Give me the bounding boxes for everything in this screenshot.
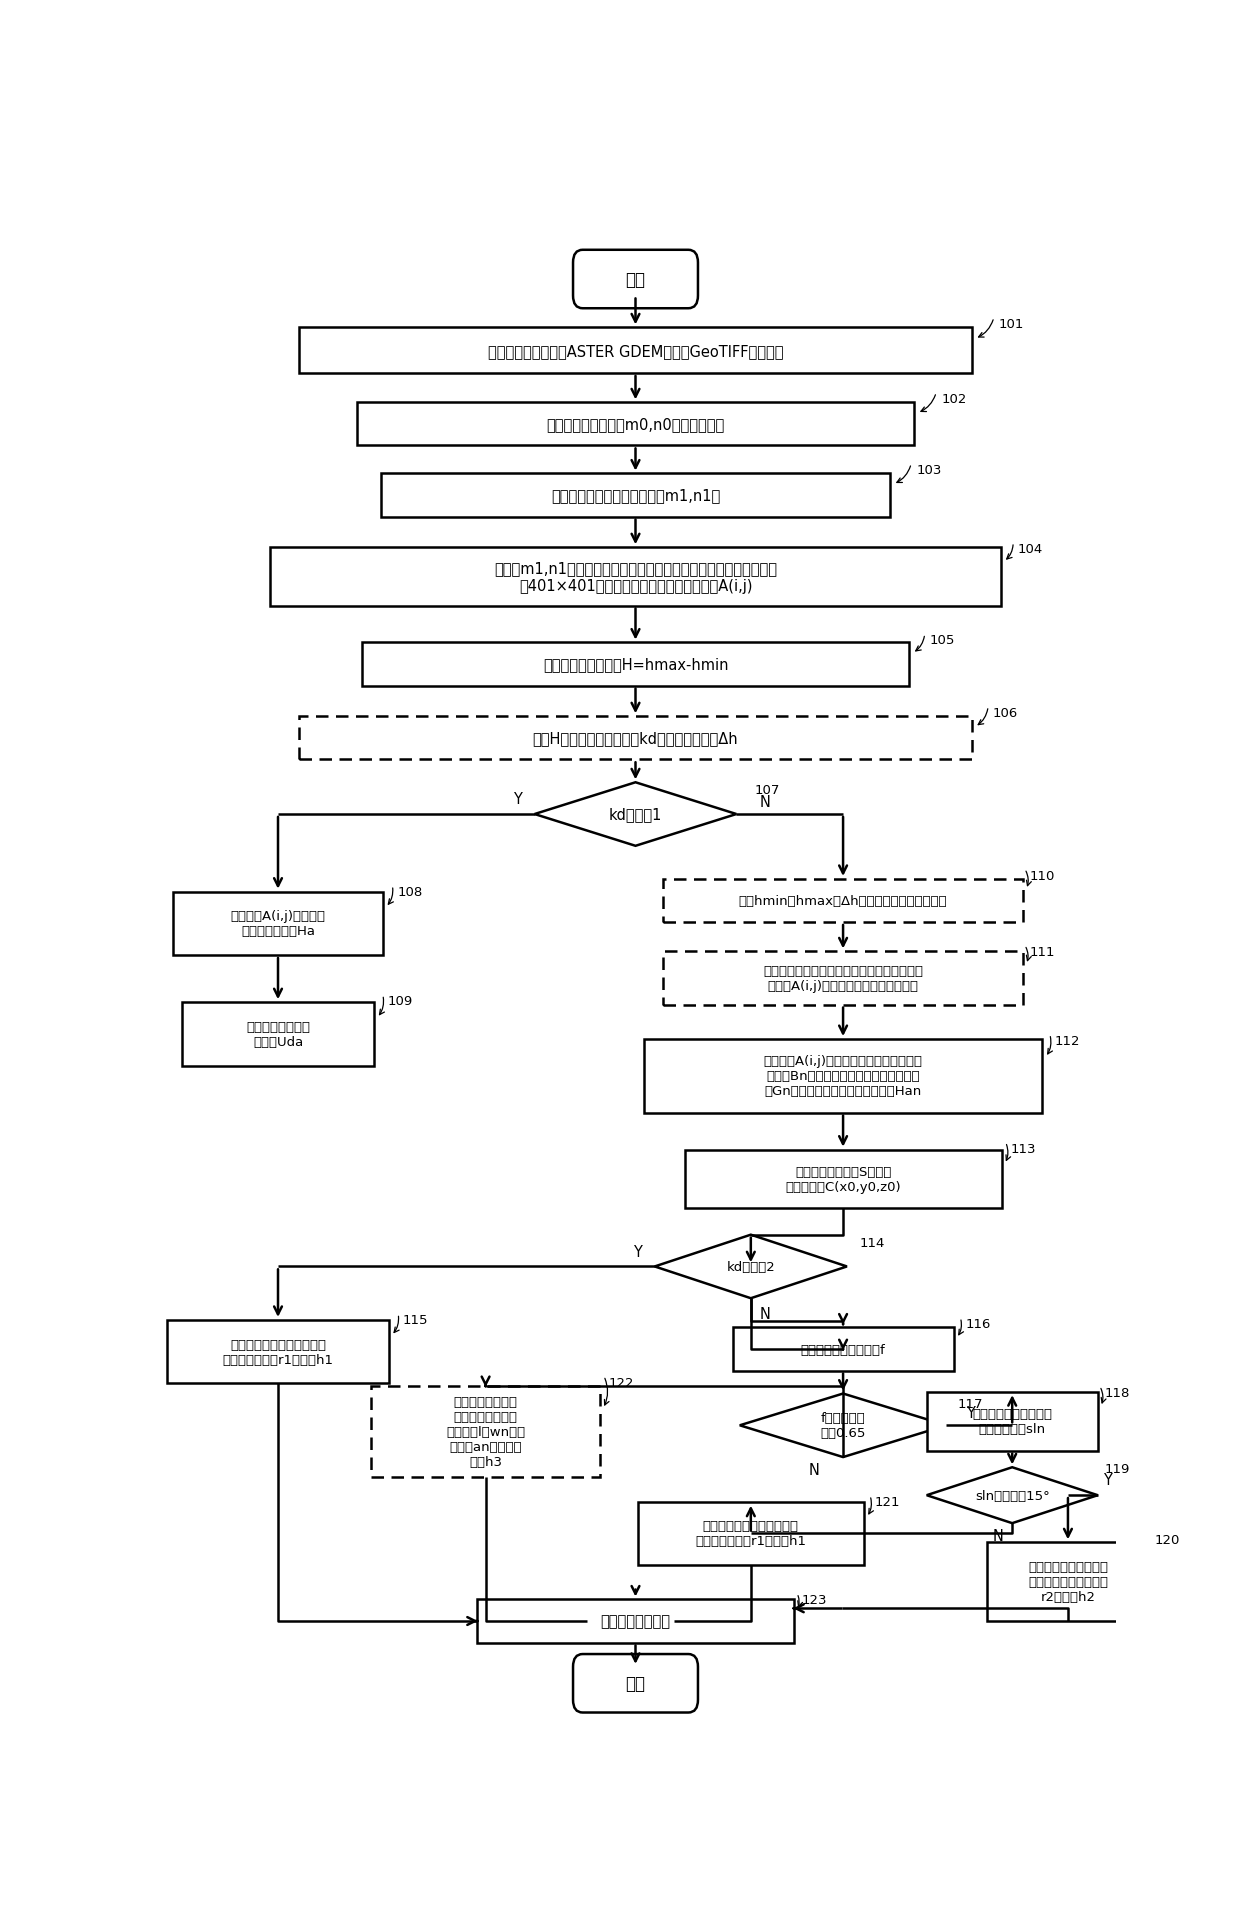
FancyBboxPatch shape: [167, 1320, 388, 1384]
Text: 108: 108: [397, 886, 423, 899]
FancyBboxPatch shape: [371, 1386, 600, 1478]
Polygon shape: [534, 784, 737, 847]
Text: 将山体地形简化为球冠，求
球冠底面圆半径r1和高度h1: 将山体地形简化为球冠，求 球冠底面圆半径r1和高度h1: [696, 1519, 806, 1548]
FancyBboxPatch shape: [477, 1600, 794, 1642]
FancyBboxPatch shape: [733, 1328, 954, 1370]
Text: Y: Y: [1102, 1473, 1112, 1488]
Text: 将丘陵地形简化为球冠，求
球冠底面圆半径r1和高度h1: 将丘陵地形简化为球冠，求 球冠底面圆半径r1和高度h1: [222, 1337, 334, 1366]
Text: 103: 103: [916, 463, 941, 477]
Text: 119: 119: [1105, 1463, 1130, 1475]
Text: N: N: [808, 1463, 820, 1478]
FancyBboxPatch shape: [644, 1040, 1043, 1114]
Text: 求地形底面的形状因子f: 求地形底面的形状因子f: [801, 1343, 885, 1357]
Text: 122: 122: [609, 1376, 634, 1390]
Text: 求地形底面边界围成区
域的平均坡度sln: 求地形底面边界围成区 域的平均坡度sln: [972, 1407, 1053, 1436]
FancyBboxPatch shape: [987, 1542, 1148, 1621]
Text: 遍历数组A(i,j)，求平原
地形的平均高程Ha: 遍历数组A(i,j)，求平原 地形的平均高程Ha: [231, 909, 326, 938]
Text: 将地形简化为梯形
山，求梯形体底面
矩形边长l和wn矩形
方向角an和梯形体
高度h3: 将地形简化为梯形 山，求梯形体底面 矩形边长l和wn矩形 方向角an和梯形体 高…: [446, 1395, 526, 1469]
Text: 设置参照点的位置（m0,n0）和观察方向: 设置参照点的位置（m0,n0）和观察方向: [547, 417, 724, 432]
FancyBboxPatch shape: [174, 892, 383, 955]
Text: sln是否大于15°: sln是否大于15°: [975, 1488, 1049, 1502]
Text: 确定待读取地形的起点坐标（m1,n1）: 确定待读取地形的起点坐标（m1,n1）: [551, 488, 720, 504]
Text: 117: 117: [957, 1397, 983, 1411]
Text: 计算地形的相对高度H=hmax-hmin: 计算地形的相对高度H=hmax-hmin: [543, 658, 728, 672]
Text: 遍历数组A(i,j)，求出地形底面边界的栅格
点总数Bn、地形底面边界包围的栅格点总
数Gn和地形最高区域的平均高程值Han: 遍历数组A(i,j)，求出地形底面边界的栅格 点总数Bn、地形底面边界包围的栅格…: [764, 1056, 923, 1098]
FancyBboxPatch shape: [182, 1002, 374, 1065]
Text: 开始: 开始: [625, 270, 646, 290]
Text: 104: 104: [1018, 542, 1043, 556]
Text: 120: 120: [1154, 1532, 1179, 1546]
Text: kd是否为1: kd是否为1: [609, 807, 662, 822]
FancyBboxPatch shape: [357, 403, 914, 446]
FancyBboxPatch shape: [684, 1150, 1002, 1208]
FancyBboxPatch shape: [362, 643, 909, 687]
Text: 根据H值确定地形类型参数kd和高程分层高度Δh: 根据H值确定地形类型参数kd和高程分层高度Δh: [533, 731, 738, 745]
Text: 121: 121: [874, 1496, 900, 1507]
FancyBboxPatch shape: [663, 880, 1023, 923]
Text: 求地形底面的面积S、地形
底面的中心C(x0,y0,z0): 求地形底面的面积S、地形 底面的中心C(x0,y0,z0): [785, 1166, 901, 1193]
Text: N: N: [760, 795, 771, 809]
Text: 求平原地形的平均
起伏度Uda: 求平原地形的平均 起伏度Uda: [246, 1021, 310, 1048]
Text: 结束: 结束: [625, 1675, 646, 1693]
Text: 115: 115: [403, 1314, 429, 1326]
Text: 101: 101: [998, 318, 1024, 330]
Text: 113: 113: [1011, 1143, 1035, 1156]
Text: 输出地形几何参数: 输出地形几何参数: [600, 1613, 671, 1629]
Text: 将地形简化为圆锥形山
，求圆锥底面圆的半径
r2和高度h2: 将地形简化为圆锥形山 ，求圆锥底面圆的半径 r2和高度h2: [1028, 1559, 1109, 1604]
Text: 110: 110: [1029, 868, 1055, 882]
FancyBboxPatch shape: [926, 1393, 1097, 1451]
FancyBboxPatch shape: [663, 951, 1023, 1006]
Text: 从点（m1,n1）开始，按照先水平向右方向、后竖直向下方向顺序读
取401×401个栅格点，栅格点依次存入数组A(i,j): 从点（m1,n1）开始，按照先水平向右方向、后竖直向下方向顺序读 取401×40…: [494, 562, 777, 593]
Text: 102: 102: [941, 394, 966, 405]
FancyBboxPatch shape: [637, 1502, 864, 1565]
Text: 114: 114: [859, 1235, 885, 1249]
Text: 118: 118: [1105, 1386, 1130, 1399]
FancyBboxPatch shape: [573, 251, 698, 309]
Text: 107: 107: [755, 784, 780, 797]
FancyBboxPatch shape: [299, 328, 972, 374]
Polygon shape: [655, 1235, 847, 1299]
Polygon shape: [926, 1467, 1097, 1523]
Text: N: N: [760, 1307, 771, 1322]
Text: Y: Y: [966, 1405, 975, 1420]
Text: Y: Y: [632, 1245, 642, 1258]
FancyBboxPatch shape: [381, 475, 890, 517]
FancyBboxPatch shape: [573, 1654, 698, 1712]
Text: 112: 112: [1054, 1034, 1080, 1048]
FancyBboxPatch shape: [299, 716, 972, 760]
Text: 109: 109: [388, 994, 413, 1007]
Text: 111: 111: [1029, 946, 1055, 959]
Text: 对待研究的地形区域进行八邻域边界跟踪，并
在数组A(i,j)中对地形底面边界点做标记: 对待研究的地形区域进行八邻域边界跟踪，并 在数组A(i,j)中对地形底面边界点做…: [763, 965, 923, 992]
Text: 编程打开一个地区的ASTER GDEM类型的GeoTIFF地图文件: 编程打开一个地区的ASTER GDEM类型的GeoTIFF地图文件: [487, 344, 784, 359]
Text: N: N: [992, 1529, 1003, 1544]
FancyBboxPatch shape: [270, 548, 1001, 606]
Text: 116: 116: [965, 1318, 991, 1330]
Polygon shape: [740, 1393, 946, 1457]
Text: f是否大于或
等于0.65: f是否大于或 等于0.65: [821, 1411, 866, 1440]
Text: 123: 123: [802, 1592, 827, 1606]
Text: 105: 105: [930, 635, 955, 647]
Text: Y: Y: [513, 791, 522, 807]
Text: 根据hmin、hmax和Δh计算并形成分层高程云图: 根据hmin、hmax和Δh计算并形成分层高程云图: [739, 894, 947, 907]
Text: 106: 106: [993, 706, 1018, 720]
Text: kd是否为2: kd是否为2: [727, 1260, 775, 1274]
